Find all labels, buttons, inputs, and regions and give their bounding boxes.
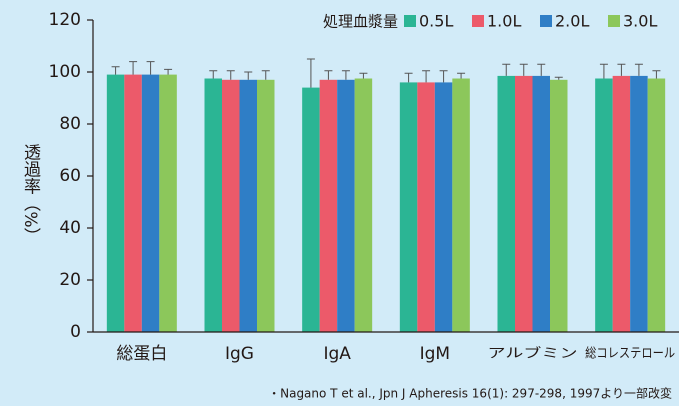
y-tick-label: 20 (59, 270, 81, 290)
bar (239, 79, 257, 332)
error-bar (341, 70, 350, 80)
error-bar (652, 70, 661, 79)
error-bar (404, 72, 413, 83)
x-tick-label: IgA (323, 344, 351, 364)
bar (417, 82, 435, 333)
error-bar (261, 70, 270, 80)
error-bar (634, 63, 643, 76)
error-bar (244, 71, 253, 80)
bar (515, 75, 533, 333)
bar (354, 78, 373, 332)
error-bar (359, 72, 368, 79)
y-tick-label: 40 (59, 218, 81, 238)
bar (497, 75, 515, 333)
legend-label: 1.0L (487, 12, 521, 31)
x-tick-label: 総コレステロール (585, 347, 675, 362)
bar (257, 79, 275, 332)
error-bar (439, 70, 448, 83)
y-tick-label: 60 (59, 166, 81, 186)
y-axis-label: 透過率（%） (20, 143, 41, 244)
error-bar (554, 76, 563, 80)
bar (434, 82, 453, 333)
x-tick-label: IgG (225, 344, 254, 364)
error-bar (226, 70, 235, 80)
bar (319, 79, 338, 332)
error-bar (111, 66, 120, 75)
error-bar (537, 63, 546, 76)
bar (595, 78, 613, 332)
error-bar (599, 63, 608, 79)
error-bar (306, 58, 315, 88)
legend-label: 3.0L (623, 12, 657, 31)
x-tick-label: IgM (420, 344, 450, 364)
y-tick-label: 120 (49, 10, 81, 30)
bar (222, 79, 240, 332)
error-bar (617, 63, 626, 76)
bar (141, 74, 160, 332)
legend-swatch (540, 15, 552, 27)
error-bar (422, 70, 431, 83)
bar (204, 78, 222, 332)
error-bar (146, 61, 155, 75)
error-bar (457, 72, 466, 79)
error-bar (164, 68, 173, 75)
legend-swatch (608, 15, 620, 27)
bar (106, 74, 125, 332)
y-tick-label: 80 (59, 114, 81, 134)
error-bar (519, 63, 528, 76)
bar (647, 78, 666, 332)
bar (532, 75, 550, 333)
legend-label: 0.5L (419, 12, 453, 31)
bar (337, 79, 355, 332)
x-tick-label: 総蛋白 (116, 344, 167, 364)
bar (612, 75, 631, 333)
bar (302, 87, 320, 332)
legend-label: 2.0L (555, 12, 589, 31)
footnote: ・Nagano T et al., Jpn J Apheresis 16(1):… (268, 386, 672, 401)
legend-swatch (472, 15, 484, 27)
bar (452, 78, 470, 332)
bar (399, 82, 418, 333)
bar (550, 79, 568, 332)
error-bar (324, 70, 333, 80)
bar (124, 74, 142, 332)
legend-title: 処理血漿量 (323, 13, 398, 31)
y-tick-label: 0 (70, 322, 81, 342)
bar (630, 75, 648, 333)
y-tick-label: 100 (49, 62, 81, 82)
legend-swatch (404, 15, 416, 27)
error-bar (502, 63, 511, 76)
error-bar (209, 70, 218, 79)
x-tick-label: アルブミン (488, 346, 578, 362)
bar (159, 74, 177, 332)
error-bar (129, 61, 138, 75)
